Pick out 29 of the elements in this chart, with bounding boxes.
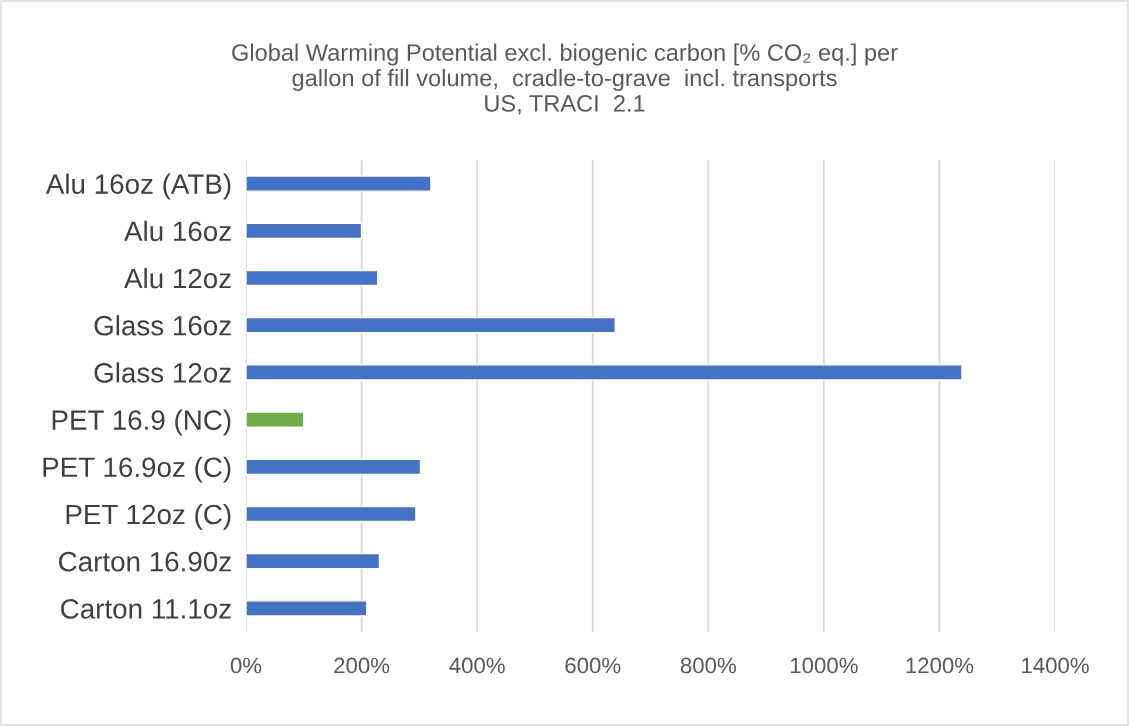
bar: [246, 222, 363, 240]
bar: [246, 364, 963, 381]
x-tick-label: 800%: [680, 657, 736, 674]
y-tick-label: Carton 11.1oz: [61, 599, 231, 619]
bar: [246, 411, 305, 428]
chart-title: Global Warming Potential excl. biogenic carbon [% CO₂ eq.] per gallon of fill volume, cradle-to-grave incl. transports US, TRACI 2.1: [232, 43, 898, 115]
y-tick-label: Glass 12oz: [94, 362, 231, 383]
y-tick-label: PET 16.9 (NC): [52, 409, 231, 436]
y-tick-label: PET 12oz (C): [66, 503, 231, 530]
y-tick-label: Alu 16oz: [124, 220, 231, 242]
x-tick-label: 1400%: [1022, 657, 1089, 674]
bar: [246, 458, 422, 476]
x-tick-label: 0%: [230, 657, 262, 674]
bar: [246, 269, 379, 287]
y-tick-label: Carton 16.90z: [59, 551, 231, 572]
x-tick-label: 400%: [449, 657, 505, 674]
x-tick-label: 600%: [565, 657, 621, 674]
bar: [246, 316, 616, 334]
y-tick-label: Alu 12oz: [124, 267, 231, 289]
x-tick-label: 200%: [334, 657, 390, 674]
y-tick-label: Alu 16oz (ATB): [45, 173, 231, 200]
bar: [246, 175, 432, 192]
bar: [246, 552, 381, 570]
y-tick-label: PET 16.9oz (C): [43, 456, 231, 483]
bar: [246, 600, 368, 617]
y-tick-label: Glass 16oz: [94, 315, 231, 336]
x-tick-label: 1200%: [906, 657, 974, 674]
x-tick-label: 1000%: [790, 657, 858, 674]
bar: [246, 505, 417, 523]
